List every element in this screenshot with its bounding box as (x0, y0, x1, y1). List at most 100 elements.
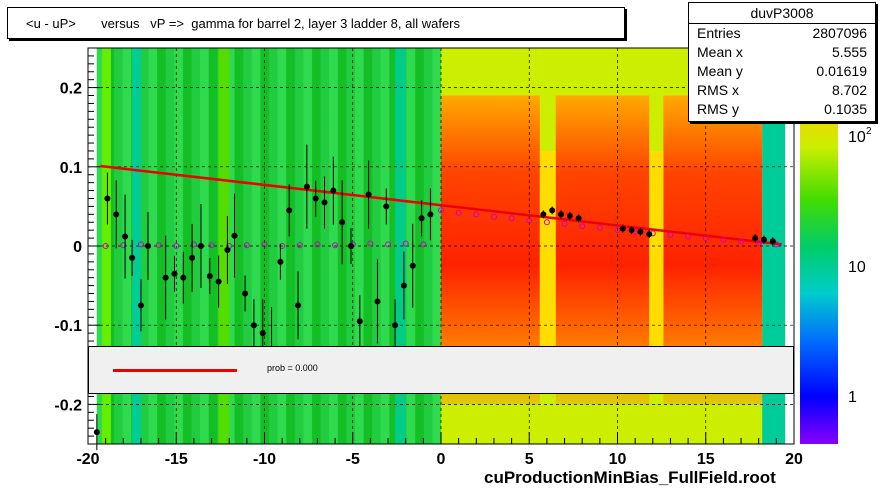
heat-cell (243, 48, 253, 444)
fit-line (100, 164, 782, 246)
data-point (330, 187, 337, 194)
profile-point (579, 223, 586, 230)
data-point (575, 215, 582, 222)
y-tick-label: 0 (73, 239, 82, 256)
data-point (162, 274, 169, 281)
data-point (250, 322, 257, 329)
data-point (400, 282, 407, 289)
profile-point (332, 242, 339, 249)
stats-label: RMS y (697, 101, 739, 117)
data-point (286, 207, 293, 214)
profile-point (614, 227, 621, 234)
data-point (197, 243, 204, 249)
heat-cell (165, 48, 175, 444)
profile-point (173, 243, 180, 249)
heat-cell (649, 150, 664, 365)
profile-point (455, 209, 462, 216)
data-point (104, 195, 111, 202)
stats-value: 0.1035 (824, 101, 867, 117)
x-tick-label: -10 (253, 451, 276, 468)
profile-point (755, 239, 762, 246)
heat-cell (406, 48, 416, 444)
profile-point (155, 242, 162, 249)
stats-value: 2807096 (812, 25, 867, 41)
data-point (339, 219, 346, 226)
data-point (347, 243, 354, 249)
profile-point (438, 207, 444, 214)
x-tick-label: 10 (609, 451, 627, 468)
heat-cell (208, 48, 218, 444)
stats-row: RMS x 8.702 (689, 81, 875, 100)
x-tick-label: 5 (525, 451, 534, 468)
chart-title: <u - uP> versus vP => gamma for barrel 2… (7, 7, 625, 39)
data-point (752, 235, 759, 242)
stats-row: RMS y 0.1035 (689, 100, 875, 119)
data-points (93, 144, 776, 451)
data-point (566, 212, 573, 219)
fit-legend: prob = 0.000 (88, 346, 794, 394)
data-point (113, 211, 120, 218)
profile-point (190, 241, 197, 248)
data-point (383, 203, 390, 210)
data-point (277, 258, 284, 265)
data-point (418, 215, 425, 222)
profile-point (314, 241, 321, 248)
data-point (122, 233, 129, 240)
profile-point (667, 231, 674, 238)
data-point (646, 231, 653, 238)
data-point (242, 290, 249, 297)
legend-line-sample (113, 369, 237, 372)
data-point (628, 227, 635, 234)
heat-cell (218, 48, 230, 444)
data-point (769, 238, 776, 245)
stats-row: Entries 2807096 (689, 24, 875, 43)
y-tick-label: -0.2 (54, 397, 82, 414)
data-point (137, 302, 144, 309)
y-tick-label: -0.1 (54, 318, 82, 335)
heat-cell (286, 48, 296, 444)
stats-label: Entries (697, 25, 741, 41)
stats-name: duvP3008 (689, 3, 875, 24)
heat-cell (268, 48, 279, 444)
heat-cell (148, 48, 158, 444)
data-point (540, 211, 547, 218)
profile-point (243, 242, 250, 249)
x-tick-label: 15 (697, 451, 715, 468)
z-tick-label: 10 (848, 259, 866, 276)
z-tick-exponent: 2 (866, 126, 872, 137)
stats-row: Mean x 5.555 (689, 43, 875, 62)
profile-point (543, 219, 550, 226)
z-tick-label: 10 (848, 129, 866, 146)
profile-point (208, 242, 215, 249)
profile-point (526, 217, 533, 224)
stats-label: Mean y (697, 63, 743, 79)
data-point (365, 191, 372, 198)
profile-point (561, 220, 568, 227)
profile-point (402, 240, 409, 247)
profile-point (720, 236, 727, 243)
data-point (180, 274, 187, 281)
file-name-label: cuProductionMinBias_FullField.root (484, 468, 776, 487)
y-tick-label: 0.1 (60, 160, 82, 177)
fit-line-group (100, 164, 782, 246)
heat-cell (423, 48, 433, 444)
profile-point (702, 235, 709, 242)
profile-point (367, 240, 374, 247)
data-point (206, 273, 213, 280)
x-tick-label: -15 (165, 451, 188, 468)
data-point (374, 298, 381, 305)
profile-point (596, 224, 603, 231)
data-point (321, 199, 328, 206)
profile-point (120, 242, 127, 249)
stats-row: Mean y 0.01619 (689, 62, 875, 81)
data-point (312, 195, 319, 202)
data-point (259, 330, 266, 337)
data-point (231, 232, 238, 239)
heat-cell (380, 48, 390, 444)
data-point (295, 302, 302, 309)
data-point (409, 262, 416, 269)
heat-cell (303, 48, 313, 444)
stats-label: RMS x (697, 82, 739, 98)
legend-text: prob = 0.000 (267, 363, 318, 373)
